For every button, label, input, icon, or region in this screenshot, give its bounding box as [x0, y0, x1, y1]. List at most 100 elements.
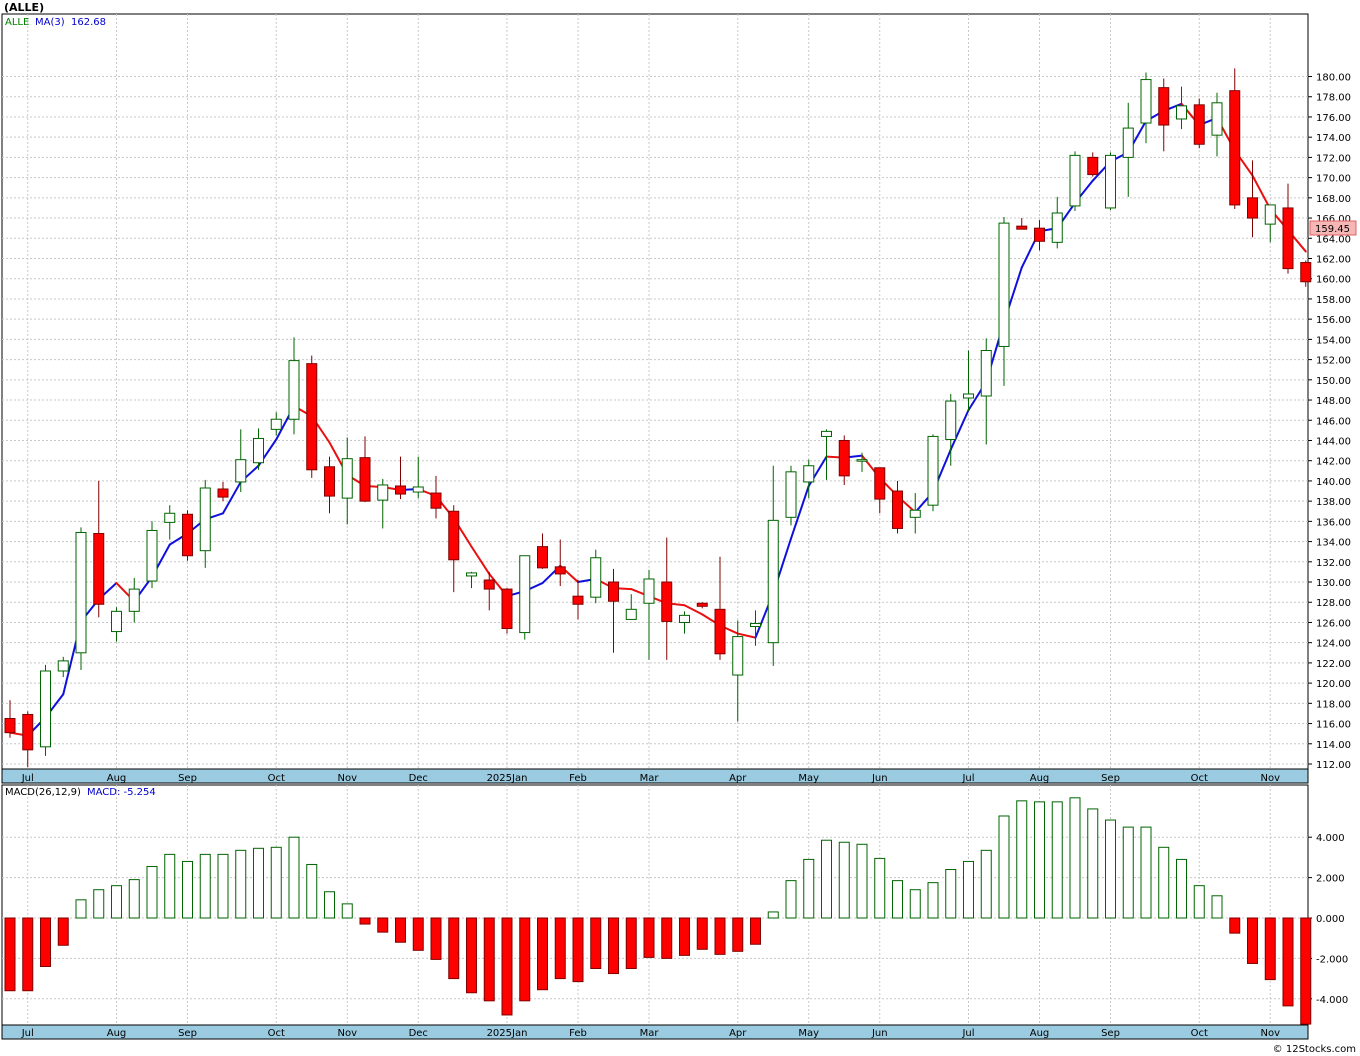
macd-bar: [1300, 917, 1312, 1025]
candle: [324, 456, 335, 514]
candle-body: [324, 466, 335, 497]
candle: [909, 493, 921, 534]
macd-bar: [909, 889, 921, 919]
macd-bar: [1140, 826, 1152, 919]
price-y-tick-label: 122.00: [1316, 659, 1351, 670]
candle: [892, 480, 903, 534]
price-y-tick-label: 118.00: [1316, 699, 1351, 710]
ma-segment: [790, 484, 810, 540]
macd-bar: [306, 863, 318, 919]
candle-body: [1051, 212, 1063, 243]
price-y-tick-label: 162.00: [1316, 255, 1351, 266]
price-symbol-label: ALLE: [5, 17, 29, 28]
candle: [803, 459, 815, 499]
macd-bar: [750, 917, 761, 945]
price-y-tick-label: 124.00: [1316, 639, 1351, 650]
candle: [430, 475, 442, 519]
macd-x-tick-label: May: [798, 1028, 819, 1039]
candle-body: [643, 578, 655, 604]
price-x-tick-label: Aug: [107, 773, 127, 784]
candle: [1016, 218, 1028, 230]
candle-body: [803, 465, 815, 483]
candle-body: [395, 485, 406, 495]
macd-bar: [767, 911, 779, 919]
macd-x-tick-label: Dec: [409, 1028, 428, 1039]
candle-body: [608, 581, 619, 602]
candle-body: [1282, 207, 1294, 270]
price-y-tick-label: 140.00: [1316, 477, 1351, 488]
candle: [483, 571, 495, 611]
candle: [40, 664, 51, 756]
price-y-tick-label: 138.00: [1316, 497, 1351, 508]
candle-body: [199, 487, 211, 552]
macd-bar: [838, 841, 850, 919]
candle: [1034, 220, 1045, 251]
macd-y-tick-label: 2.000: [1316, 874, 1345, 885]
candle: [661, 537, 673, 660]
macd-bar: [1069, 797, 1081, 919]
macd-bar: [395, 917, 406, 943]
price-y-tick-label: 176.00: [1316, 113, 1351, 124]
candle-body: [661, 581, 673, 622]
macd-x-tick-label: Sep: [1101, 1028, 1120, 1039]
price-y-tick-label: 158.00: [1316, 295, 1351, 306]
macd-bar: [1264, 917, 1276, 981]
macd-bar: [164, 853, 176, 919]
candle-body: [750, 622, 761, 628]
candle-body: [501, 588, 513, 630]
macd-bar: [253, 847, 264, 919]
price-y-tick-label: 132.00: [1316, 558, 1351, 569]
candle-body: [1300, 262, 1312, 283]
candle-body: [359, 457, 371, 502]
candle: [1105, 152, 1116, 210]
price-x-tick-label: Feb: [569, 773, 587, 784]
macd-x-tick-label: Sep: [178, 1028, 197, 1039]
candle: [696, 602, 708, 609]
price-y-tick-label: 154.00: [1316, 335, 1351, 346]
macd-bars: [4, 797, 1312, 1025]
candle-body: [40, 670, 51, 748]
macd-y-tick-label: 4.000: [1316, 833, 1345, 844]
price-y-tick-label: 168.00: [1316, 194, 1351, 205]
candle-body: [980, 350, 992, 397]
candle: [1300, 260, 1312, 287]
candle: [1069, 151, 1081, 211]
price-y-tick-label: 114.00: [1316, 740, 1351, 751]
candle-body: [1229, 90, 1241, 206]
candle-body: [93, 532, 105, 605]
candle: [1282, 183, 1294, 274]
macd-y-tick-label: -2.000: [1316, 954, 1348, 965]
macd-bar: [1211, 895, 1223, 919]
candle-body: [537, 546, 548, 569]
macd-bar: [359, 917, 371, 925]
candle-body: [785, 471, 797, 518]
ma-legend-value: 162.68: [71, 17, 106, 28]
macd-bar: [572, 917, 584, 983]
candle-body: [182, 513, 193, 557]
price-y-tick-label: 174.00: [1316, 133, 1351, 144]
macd-bar: [57, 917, 69, 946]
ma-segment: [222, 480, 242, 515]
candle-body: [519, 555, 531, 634]
candle: [1247, 160, 1258, 238]
macd-legend-label: MACD(26,12,9): [5, 787, 81, 798]
macd-bar: [1087, 808, 1099, 919]
candle: [519, 555, 531, 640]
macd-bar: [892, 880, 903, 919]
price-x-tick-label: 2025Jan: [487, 773, 528, 784]
price-y-tick-label: 164.00: [1316, 234, 1351, 245]
candle-body: [732, 636, 744, 676]
macd-bar: [856, 843, 868, 919]
candles: [4, 68, 1312, 768]
macd-bar: [377, 917, 389, 933]
candle-body: [998, 222, 1010, 347]
candle: [714, 556, 726, 660]
ma-legend-label: MA(3): [35, 17, 65, 28]
candle: [625, 594, 637, 620]
macd-bar: [1247, 917, 1258, 964]
chart-title: (ALLE): [4, 1, 44, 14]
candle-body: [821, 430, 832, 437]
candle: [608, 568, 619, 653]
price-panel: 112.00 114.00 116.00 118.00 120.00 122.00 124.…: [1, 13, 1357, 771]
candle-body: [625, 608, 637, 620]
